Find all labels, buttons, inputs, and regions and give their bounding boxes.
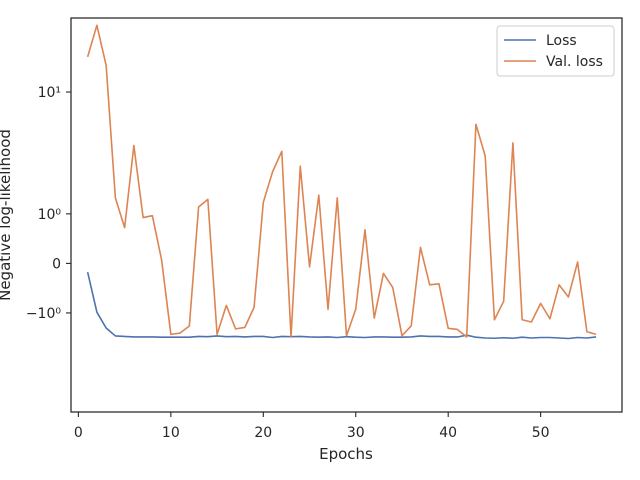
y-tick-label: 10⁰	[38, 207, 62, 223]
x-tick-label: 50	[532, 425, 550, 441]
y-tick-label: −10⁰	[26, 306, 62, 322]
legend: Loss Val. loss	[496, 25, 615, 77]
x-tick-label: 10	[162, 425, 180, 441]
legend-label-val-loss: Val. loss	[546, 54, 603, 70]
x-tick-label: 0	[74, 425, 83, 441]
y-tick-label: 0	[52, 256, 61, 272]
y-tick-label: 10¹	[38, 85, 61, 101]
plot-frame	[70, 17, 623, 413]
legend-label-loss: Loss	[546, 33, 577, 49]
legend-box	[496, 25, 615, 77]
x-axis-label: Epochs	[319, 445, 373, 463]
x-tick-label: 30	[347, 425, 365, 441]
x-tick-label: 20	[254, 425, 272, 441]
series-line-1	[86, 24, 597, 338]
series-line-0	[86, 271, 597, 340]
plot-lines	[86, 24, 597, 340]
y-axis-label: Negative log-likelihood	[0, 129, 14, 301]
y-axis: 10¹ 10⁰ 0 −10⁰	[26, 85, 71, 322]
x-axis: 0 10 20 30 40 50	[74, 412, 550, 441]
x-tick-label: 40	[439, 425, 457, 441]
